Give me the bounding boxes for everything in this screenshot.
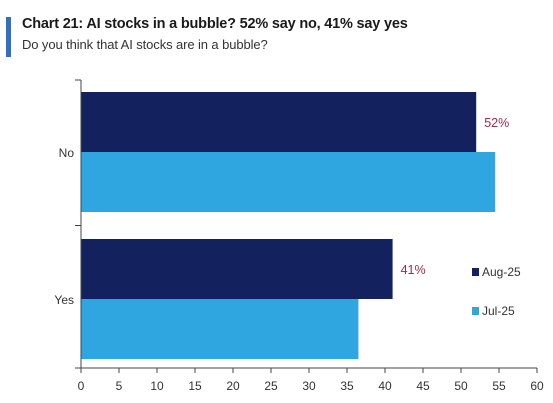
x-tick-label: 10 (150, 379, 164, 393)
x-tick-label: 5 (116, 379, 123, 393)
title-accent-bar (6, 17, 11, 57)
x-tick-label: 15 (188, 379, 202, 393)
data-label-no: 52% (484, 116, 509, 130)
category-label-yes: Yes (54, 293, 74, 307)
bar-yes-jul-25 (81, 299, 359, 359)
x-tick-label: 20 (226, 379, 240, 393)
legend-swatch-aug-25 (472, 268, 479, 276)
bar-no-jul-25 (81, 152, 496, 212)
bar-no-aug-25 (81, 92, 477, 152)
x-tick-label: 45 (416, 379, 430, 393)
x-tick-label: 55 (492, 379, 506, 393)
x-tick-label: 25 (264, 379, 278, 393)
chart-subtitle: Do you think that AI stocks are in a bub… (22, 37, 268, 52)
legend-label-jul-25: Jul-25 (482, 304, 515, 318)
x-tick-label: 40 (378, 379, 392, 393)
data-label-yes: 41% (401, 263, 426, 277)
bar-yes-aug-25 (81, 239, 393, 299)
legend-label-aug-25: Aug-25 (482, 265, 521, 279)
x-tick-label: 50 (454, 379, 468, 393)
x-tick-label: 35 (340, 379, 354, 393)
x-tick-label: 60 (530, 379, 544, 393)
x-tick-label: 0 (78, 379, 85, 393)
category-label-no: No (59, 146, 75, 160)
x-tick-label: 30 (302, 379, 316, 393)
legend-swatch-jul-25 (472, 307, 479, 315)
chart-title: Chart 21: AI stocks in a bubble? 52% say… (22, 16, 408, 32)
